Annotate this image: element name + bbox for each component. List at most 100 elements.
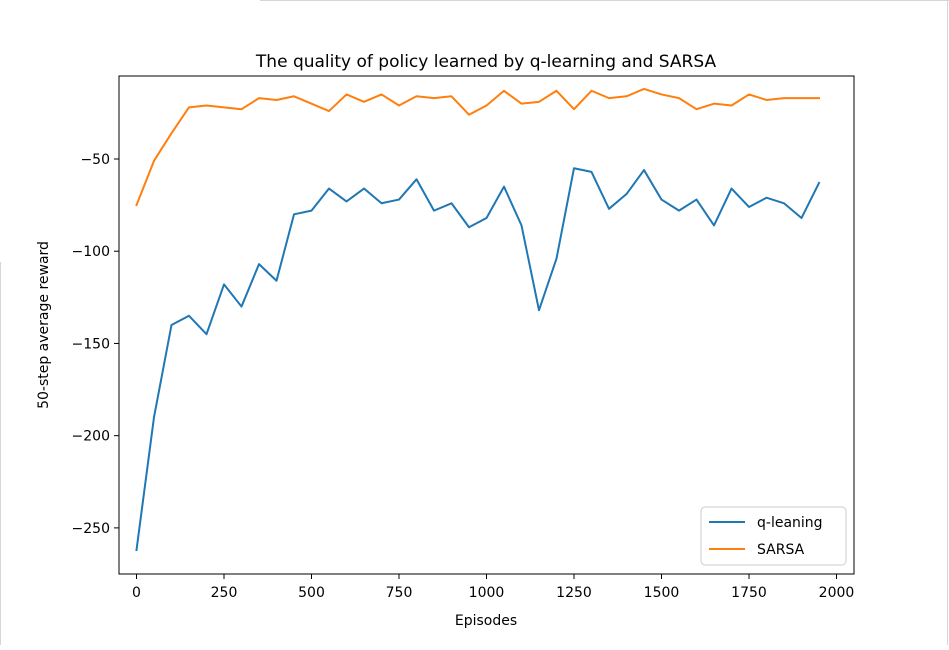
data-point-q-leaning xyxy=(468,226,470,228)
data-point-q-leaning xyxy=(538,309,540,311)
data-point-q-leaning xyxy=(591,171,593,173)
data-point-q-leaning xyxy=(661,199,663,201)
data-point-sarsa xyxy=(766,99,768,101)
data-point-q-leaning xyxy=(451,202,453,204)
data-point-q-leaning xyxy=(241,306,243,308)
window-edge-top xyxy=(260,0,949,1)
data-point-q-leaning xyxy=(486,217,488,219)
data-point-sarsa xyxy=(311,103,313,105)
data-point-q-leaning xyxy=(381,202,383,204)
legend-label-sarsa: SARSA xyxy=(757,542,805,558)
data-point-q-leaning xyxy=(311,210,313,212)
data-point-sarsa xyxy=(626,95,628,97)
window-edge-left xyxy=(0,262,1,645)
data-point-sarsa xyxy=(503,90,505,92)
y-axis-label: 50-step average reward xyxy=(36,241,52,409)
y-tick-label: −50 xyxy=(80,152,110,168)
chart-title: The quality of policy learned by q-learn… xyxy=(255,52,717,72)
data-point-sarsa xyxy=(661,93,663,95)
data-point-q-leaning xyxy=(188,315,190,317)
data-point-sarsa xyxy=(153,160,155,162)
data-point-q-leaning xyxy=(276,280,278,282)
data-point-q-leaning xyxy=(678,210,680,212)
data-point-q-leaning xyxy=(573,167,575,169)
data-point-sarsa xyxy=(783,97,785,99)
data-point-q-leaning xyxy=(626,193,628,195)
data-point-sarsa xyxy=(573,108,575,110)
data-point-sarsa xyxy=(293,95,295,97)
y-tick-label: −250 xyxy=(72,521,110,537)
data-point-q-leaning xyxy=(713,224,715,226)
data-point-sarsa xyxy=(188,106,190,108)
data-point-q-leaning xyxy=(556,258,558,260)
x-tick-label: 250 xyxy=(211,585,238,601)
data-point-q-leaning xyxy=(696,199,698,201)
x-tick-label: 500 xyxy=(298,585,325,601)
x-tick-label: 2000 xyxy=(819,585,855,601)
window-edge-right xyxy=(947,0,948,645)
data-point-sarsa xyxy=(241,108,243,110)
legend: q-leaning SARSA xyxy=(700,506,847,566)
data-point-sarsa xyxy=(801,97,803,99)
y-tick-label: −150 xyxy=(72,336,110,352)
plot-area-frame xyxy=(118,75,855,575)
data-point-sarsa xyxy=(276,99,278,101)
data-point-sarsa xyxy=(713,103,715,105)
data-point-sarsa xyxy=(678,97,680,99)
y-tick-label: −200 xyxy=(72,429,110,445)
series-layer xyxy=(135,87,821,552)
data-point-q-leaning xyxy=(398,199,400,201)
x-tick-label: 0 xyxy=(132,585,141,601)
data-point-sarsa xyxy=(608,97,610,99)
data-point-sarsa xyxy=(381,93,383,95)
data-point-q-leaning xyxy=(223,283,225,285)
data-point-q-leaning xyxy=(258,263,260,265)
data-point-q-leaning xyxy=(818,182,820,184)
data-point-q-leaning xyxy=(416,178,418,180)
data-point-sarsa xyxy=(136,204,138,206)
data-point-sarsa xyxy=(363,101,365,103)
data-point-sarsa xyxy=(818,97,820,99)
data-point-sarsa xyxy=(486,105,488,107)
data-point-sarsa xyxy=(398,105,400,107)
data-point-sarsa xyxy=(171,132,173,134)
data-point-q-leaning xyxy=(731,188,733,190)
data-point-sarsa xyxy=(468,114,470,116)
data-point-sarsa xyxy=(538,101,540,103)
data-point-sarsa xyxy=(696,108,698,110)
data-point-q-leaning xyxy=(766,197,768,199)
data-point-sarsa xyxy=(748,93,750,95)
data-point-sarsa xyxy=(521,103,523,105)
data-point-sarsa xyxy=(223,106,225,108)
y-tick-label: −100 xyxy=(72,244,110,260)
data-point-q-leaning xyxy=(433,210,435,212)
data-point-sarsa xyxy=(451,95,453,97)
data-point-q-leaning xyxy=(608,208,610,210)
data-point-q-leaning xyxy=(293,213,295,215)
series-line-q-leaning xyxy=(135,167,821,552)
data-point-sarsa xyxy=(416,95,418,97)
data-point-q-leaning xyxy=(171,324,173,326)
series-line-sarsa xyxy=(135,87,820,207)
x-axis-label: Episodes xyxy=(455,613,517,629)
data-point-sarsa xyxy=(328,110,330,112)
data-point-sarsa xyxy=(731,105,733,107)
x-tick-label: 1000 xyxy=(469,585,505,601)
data-point-sarsa xyxy=(643,88,645,90)
y-axis: −250 −200 −150 −100 −50 xyxy=(72,152,119,537)
x-tick-label: 1500 xyxy=(644,585,680,601)
data-point-q-leaning xyxy=(206,333,208,335)
data-point-q-leaning xyxy=(521,224,523,226)
data-point-q-leaning xyxy=(503,186,505,188)
x-tick-label: 1250 xyxy=(556,585,592,601)
data-point-q-leaning xyxy=(783,202,785,204)
x-tick-label: 1750 xyxy=(731,585,767,601)
data-point-sarsa xyxy=(258,97,260,99)
x-axis: 0 250 500 750 1000 1250 1500 1750 2000 xyxy=(132,574,854,601)
data-point-q-leaning xyxy=(346,200,348,202)
data-point-q-leaning xyxy=(153,416,155,418)
legend-label-q-leaning: q-leaning xyxy=(757,515,823,531)
x-tick-label: 750 xyxy=(386,585,413,601)
